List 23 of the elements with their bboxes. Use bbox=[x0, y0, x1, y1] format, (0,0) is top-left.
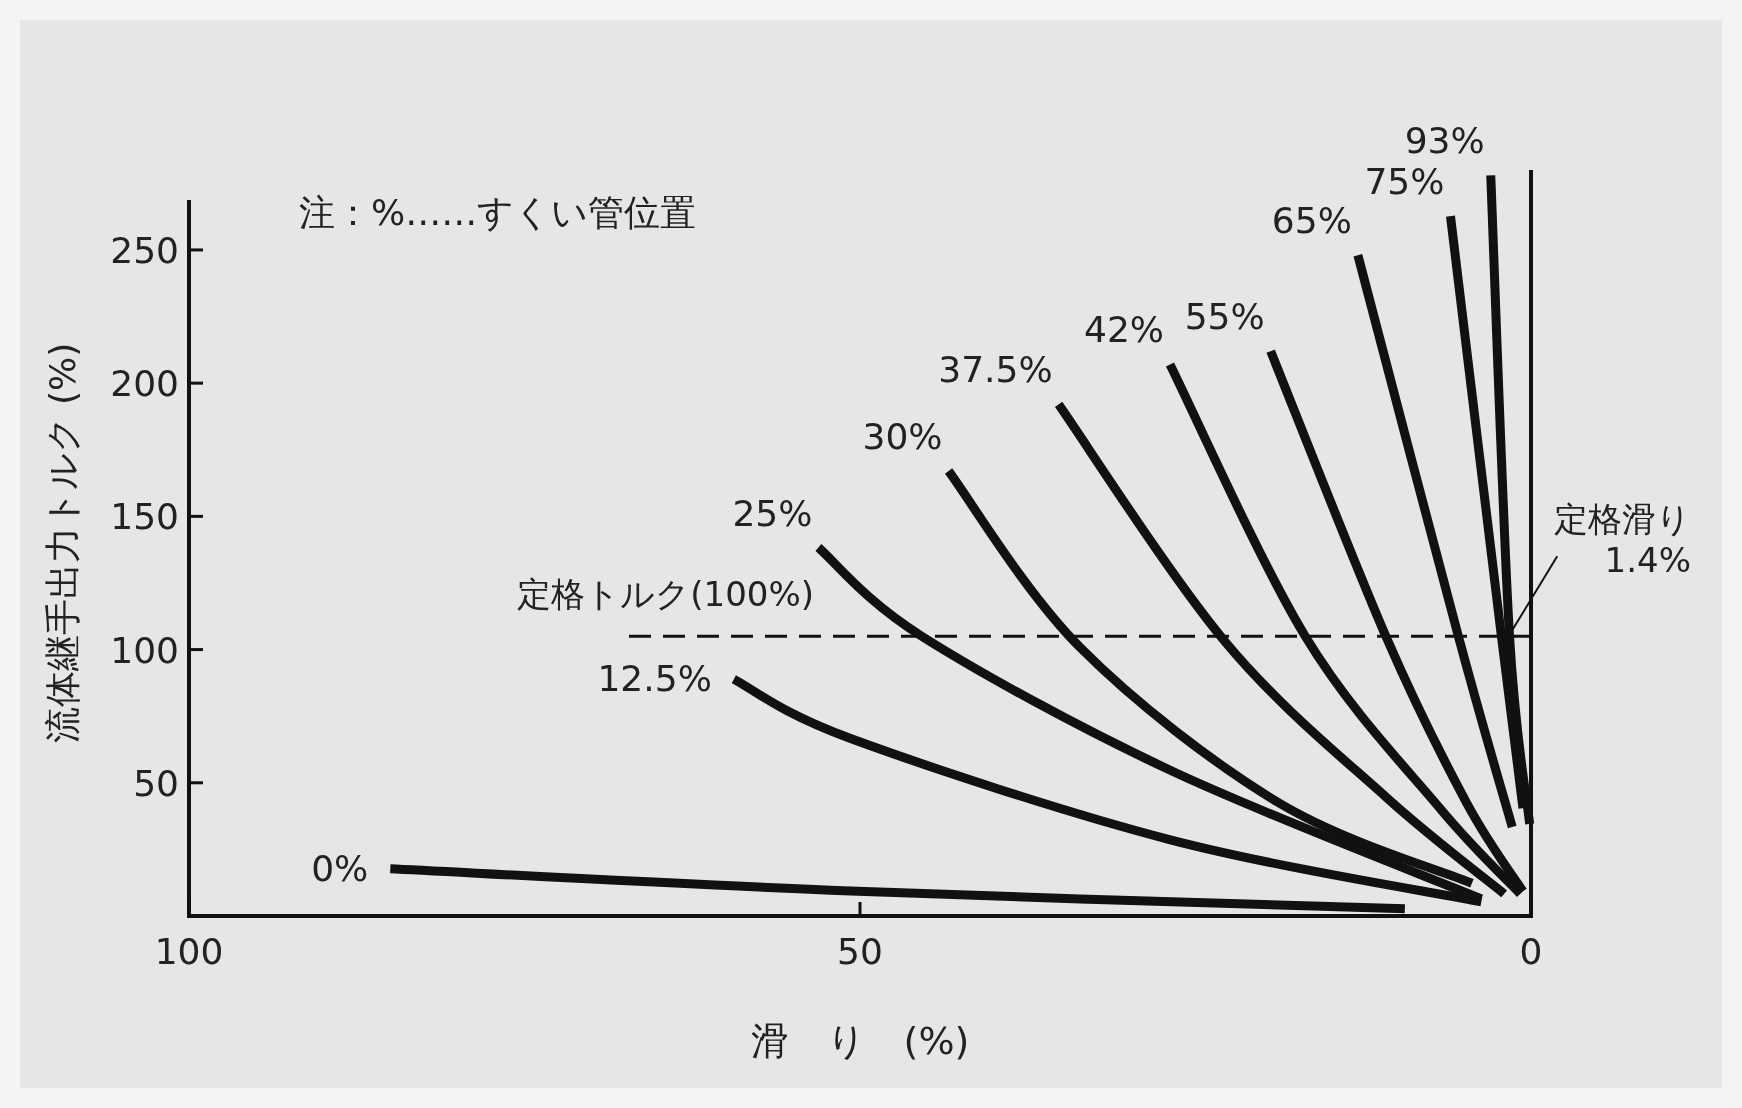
y-tick-label: 100 bbox=[110, 629, 179, 671]
x-tick-label: 50 bbox=[837, 931, 883, 972]
x-tick-label: 100 bbox=[154, 931, 224, 972]
series-label: 12.5% bbox=[597, 658, 712, 700]
series-label: 42% bbox=[1083, 309, 1164, 351]
series-label: 75% bbox=[1364, 161, 1445, 203]
series-label: 37.5% bbox=[938, 349, 1053, 391]
ref-line-label: 定格トルク(100%) bbox=[517, 574, 814, 615]
series-label: 93% bbox=[1404, 120, 1485, 162]
x-tick-label: 0 bbox=[1519, 931, 1543, 972]
x-axis-title: 滑 り (%) bbox=[750, 1019, 970, 1063]
y-tick-label: 50 bbox=[133, 762, 179, 804]
annotation: 注：%……すくい管位置 bbox=[299, 192, 697, 233]
annotation: 定格滑り 1.4% bbox=[1554, 499, 1691, 581]
series-label: 30% bbox=[862, 416, 943, 458]
series-label: 65% bbox=[1271, 200, 1352, 242]
y-tick-label: 200 bbox=[110, 363, 179, 405]
series-label: 25% bbox=[732, 492, 813, 534]
series-label: 55% bbox=[1184, 296, 1265, 338]
series-label: 0% bbox=[311, 847, 369, 889]
y-tick-label: 150 bbox=[110, 496, 179, 538]
y-tick-label: 250 bbox=[110, 229, 179, 271]
y-axis-title: 流体継手出力トルク (%) bbox=[42, 342, 83, 744]
